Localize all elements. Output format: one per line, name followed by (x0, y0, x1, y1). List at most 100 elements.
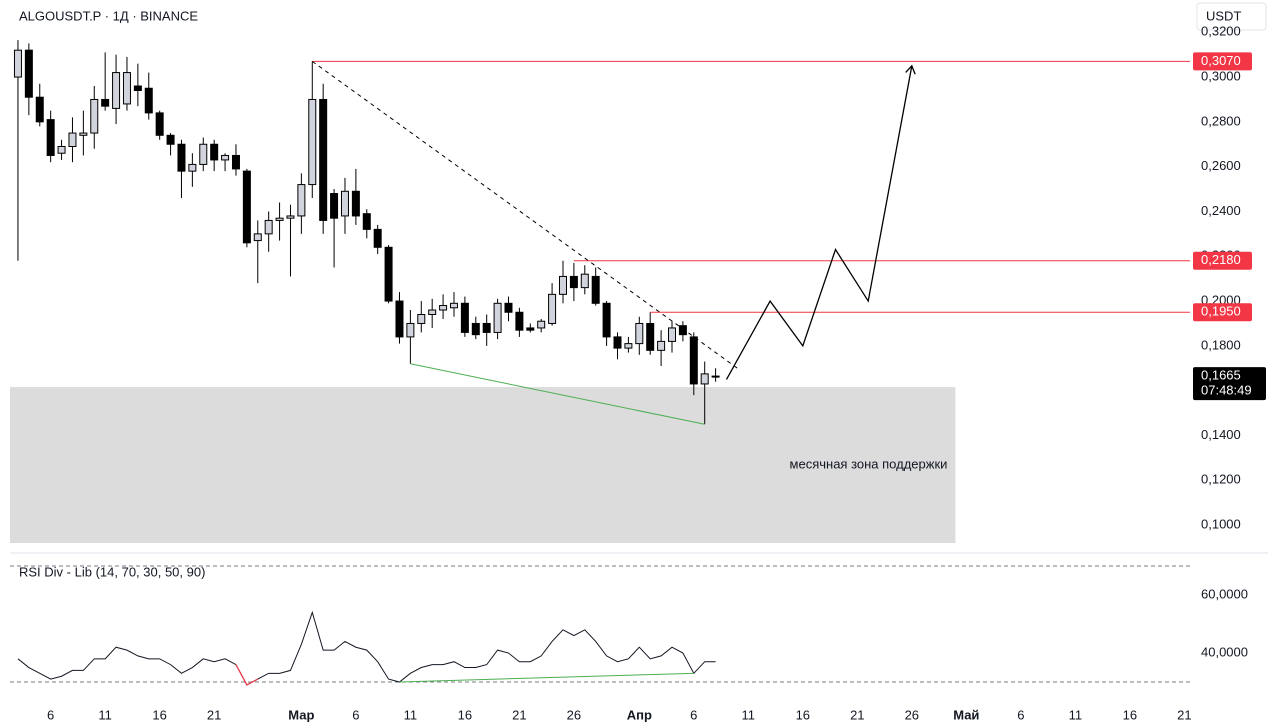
candle-body (711, 375, 720, 378)
candle-body (297, 184, 306, 217)
candle-body (46, 119, 55, 156)
y-tick-label: 0,2400 (1201, 203, 1241, 218)
support-zone (10, 387, 956, 543)
candle-body (373, 228, 382, 248)
x-tick-label: 16 (796, 707, 810, 722)
candle-body (362, 213, 371, 230)
candle-body (504, 302, 513, 313)
level-label: 0,2180 (1201, 252, 1241, 267)
candle-body (210, 143, 219, 161)
candle-body (122, 72, 131, 105)
candle-body (558, 275, 567, 295)
x-tick-label: 21 (207, 707, 221, 722)
y-tick-label: 0,3000 (1201, 68, 1241, 83)
x-tick-label: Апр (627, 707, 652, 722)
currency-button[interactable] (1196, 2, 1267, 31)
candle-body (330, 193, 339, 219)
candle-body (188, 163, 197, 172)
candle-body (591, 275, 600, 304)
candle-body (286, 215, 295, 219)
candle-body (101, 98, 110, 107)
candle-body (231, 154, 240, 170)
candle-body (79, 132, 88, 136)
candle-body (580, 273, 589, 289)
candle-body (700, 373, 709, 385)
candle-body (602, 302, 611, 338)
x-tick-label: 11 (404, 707, 418, 722)
y-tick-label: 60,0000 (1201, 586, 1248, 601)
candle-body (646, 322, 655, 351)
rsi-line (17, 610, 716, 686)
x-tick-label: 6 (1017, 707, 1024, 722)
x-tick-label: 26 (905, 707, 919, 722)
x-tick-label: 16 (1123, 707, 1137, 722)
candle-body (24, 49, 33, 98)
x-tick-label: 6 (690, 707, 697, 722)
rsi-title: RSI Div - Lib (14, 70, 30, 50, 90) (19, 564, 205, 579)
candle-body (460, 302, 469, 333)
x-tick-label: 6 (352, 707, 359, 722)
candle-body (68, 132, 77, 147)
y-tick-label: 0,1200 (1201, 472, 1241, 487)
level-tag (1193, 303, 1252, 322)
candle-body (384, 246, 393, 302)
support-line (410, 363, 705, 425)
currency[interactable]: USDT (1206, 8, 1241, 23)
level-tag (1193, 52, 1252, 71)
x-tick-label: 16 (152, 707, 166, 722)
candle-body (133, 85, 142, 91)
candle-body (449, 302, 458, 309)
candle-body (515, 311, 524, 331)
x-tick-label: 16 (458, 707, 472, 722)
candle-body (199, 143, 208, 165)
candle-body (253, 233, 262, 242)
last-price-tag (1193, 367, 1266, 401)
candle-body (569, 275, 578, 289)
x-tick-label: 6 (47, 707, 54, 722)
candle-body (351, 190, 360, 217)
candle-body (319, 98, 328, 221)
y-tick-label: 0,1000 (1201, 517, 1241, 532)
candle-body (428, 309, 437, 316)
candle-body (667, 327, 676, 342)
candle-body (657, 340, 666, 351)
symbol-title: ALGOUSDT.P · 1Д · BINANCE (19, 8, 198, 23)
candle-body (264, 219, 273, 235)
candle-body (548, 293, 557, 324)
candle-body (537, 320, 546, 329)
candle-body (13, 49, 22, 78)
y-tick-label: 40,0000 (1201, 644, 1248, 659)
x-tick-label: 26 (567, 707, 581, 722)
x-tick-label: 11 (98, 707, 112, 722)
zone-label: месячная зона поддержки (790, 456, 948, 471)
level-label: 0,3070 (1201, 53, 1241, 68)
candle-body (112, 72, 121, 109)
rsi-divergence (399, 672, 694, 683)
candle-body (275, 217, 284, 221)
candle-body (417, 314, 426, 324)
y-tick-label: 0,1800 (1201, 337, 1241, 352)
candle-body (526, 327, 535, 331)
x-tick-label: 11 (1069, 707, 1083, 722)
y-tick-label: 0,3200 (1201, 24, 1241, 39)
x-tick-label: 21 (512, 707, 526, 722)
rsi-highlight (235, 664, 259, 686)
arrow-head (905, 64, 916, 75)
candle-body (471, 322, 480, 336)
candle-body (395, 300, 404, 338)
candle-body (678, 325, 687, 336)
projection (725, 65, 913, 380)
candle-body (493, 302, 502, 333)
candle-body (35, 96, 44, 123)
candle-body (439, 305, 448, 311)
candle-body (90, 98, 99, 134)
x-tick-label: 21 (850, 707, 864, 722)
countdown: 07:48:49 (1201, 383, 1252, 398)
candle-body (308, 98, 317, 186)
x-tick-label: Май (953, 707, 979, 722)
candle-body (155, 112, 164, 136)
candle-body (340, 190, 349, 217)
y-tick-label: 0,1400 (1201, 427, 1241, 442)
